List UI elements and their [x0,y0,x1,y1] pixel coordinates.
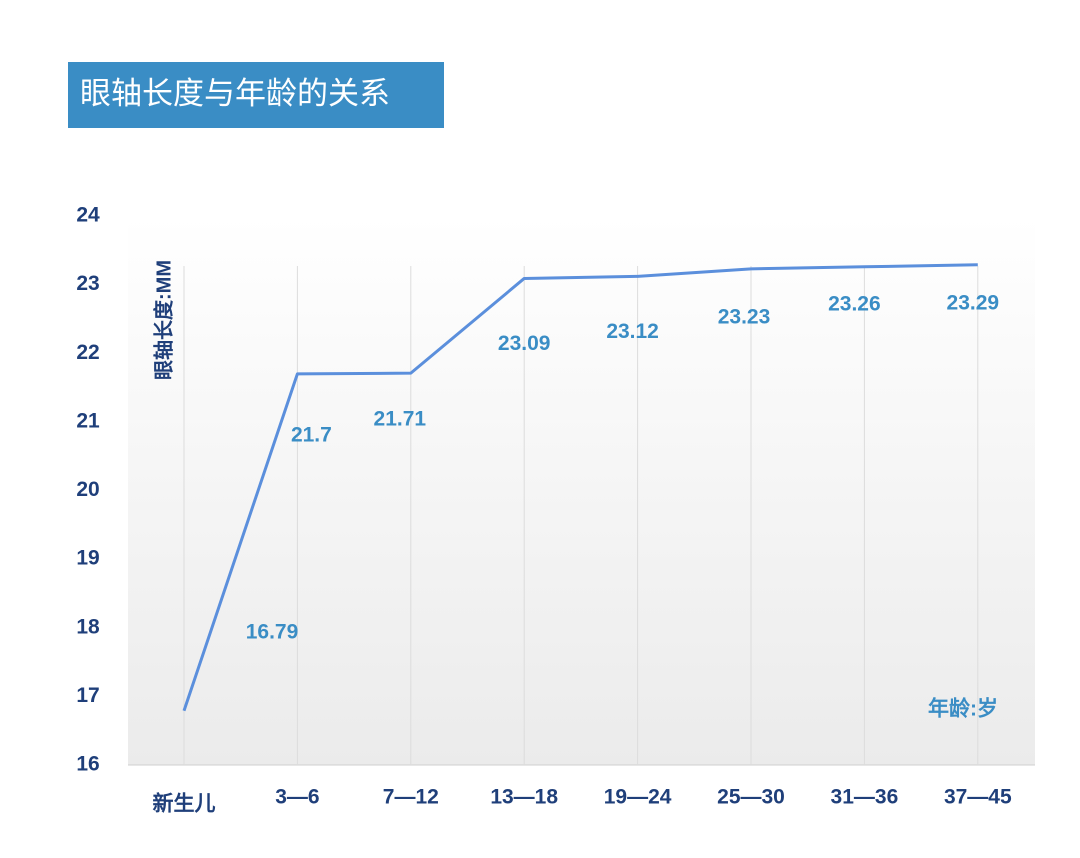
plot-area [128,216,1035,765]
x-tick-label: 19—24 [604,786,672,809]
y-tick-label: 19 [76,547,99,570]
value-label: 23.29 [947,291,1000,314]
value-label: 23.26 [828,292,881,315]
x-tick-label: 3—6 [275,786,319,809]
x-tick-label: 31—36 [831,786,899,809]
y-tick-label: 24 [76,204,100,227]
title-box [68,62,444,128]
x-tick-label: 7—12 [383,786,439,809]
x-tick-label: 37—45 [944,786,1012,809]
value-label: 21.7 [291,423,332,446]
value-label: 23.09 [498,332,551,355]
x-axis-label: 年龄:岁 [928,697,998,721]
value-label: 16.79 [246,620,299,643]
value-label: 23.12 [606,320,659,343]
y-tick-label: 17 [76,684,99,707]
x-tick-label: 新生儿 [153,792,216,816]
y-tick-label: 16 [76,753,99,776]
y-axis-label: 眼轴长度:MM [151,260,175,380]
x-tick-label: 13—18 [490,786,558,809]
chart-title: 眼轴长度与年龄的关系 [80,76,390,111]
y-tick-label: 22 [76,341,99,364]
x-tick-label: 25—30 [717,786,785,809]
y-tick-label: 18 [76,615,100,638]
line [182,263,978,712]
value-label: 23.23 [718,305,771,328]
value-label: 21.71 [374,408,427,431]
y-tick-label: 23 [76,272,99,295]
y-tick-label: 21 [76,409,100,432]
y-tick-label: 20 [76,478,99,501]
